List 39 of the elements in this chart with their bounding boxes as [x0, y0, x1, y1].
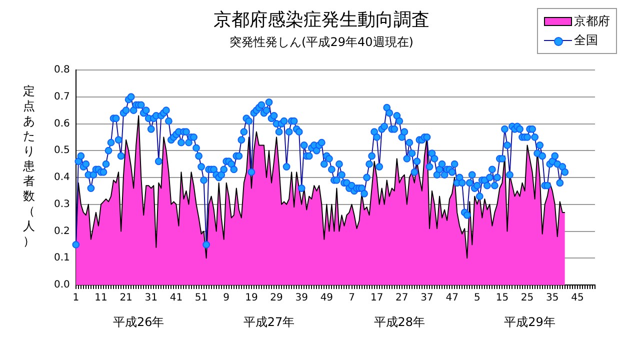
- y-tick-label: 0.5: [54, 145, 70, 156]
- x-tick-label: 7: [348, 292, 355, 304]
- text: 平成27年: [243, 315, 295, 330]
- x-tick-label: 45: [571, 292, 584, 304]
- y-tick-label: 0.7: [54, 91, 70, 102]
- y-tick-label: 0.1: [54, 252, 70, 264]
- x-tick-label: 11: [94, 292, 108, 304]
- text: 平成28年: [374, 315, 426, 330]
- x-tick-label: 47: [446, 292, 458, 304]
- y-tick-label: 0.0: [54, 280, 70, 291]
- x-tick-label: 19: [245, 292, 258, 304]
- x-tick-label: 35: [546, 292, 559, 304]
- text: 平成26年: [112, 315, 164, 330]
- x-tick-label: 9: [223, 292, 230, 304]
- x-tick-label: 21: [120, 292, 132, 304]
- legend-label: 京都府: [573, 13, 610, 30]
- y-tick-label: 0.4: [54, 172, 70, 184]
- y-tick-label: 0.6: [54, 118, 70, 130]
- y-tick-label: 0.2: [54, 226, 70, 237]
- y-tick-label: 0.8: [54, 64, 70, 76]
- text: 平成29年: [504, 315, 556, 330]
- x-tick-label: 51: [194, 292, 208, 304]
- x-tick-label: 1: [72, 292, 80, 304]
- x-tick-label: 39: [295, 292, 308, 304]
- x-tick-label: 27: [396, 292, 408, 304]
- x-tick-label: 5: [474, 292, 480, 304]
- x-tick-label: 41: [170, 292, 183, 304]
- y-tick-label: 0.3: [54, 198, 70, 210]
- x-tick-label: 17: [370, 292, 384, 304]
- x-tick-label: 49: [320, 292, 334, 304]
- x-tick-label: 31: [144, 292, 158, 304]
- chart-title: 京都府感染症発生動向調査: [214, 9, 430, 30]
- text: 定点あたり患者数（人）: [23, 84, 35, 248]
- chart-subtitle: 突発性発しん(平成29年40週現在): [230, 34, 414, 49]
- legend-label: 全国: [573, 32, 599, 49]
- x-tick-label: 25: [520, 292, 534, 304]
- x-tick-label: 29: [270, 292, 283, 304]
- x-tick-label: 15: [496, 292, 509, 304]
- x-tick-label: 37: [420, 292, 434, 304]
